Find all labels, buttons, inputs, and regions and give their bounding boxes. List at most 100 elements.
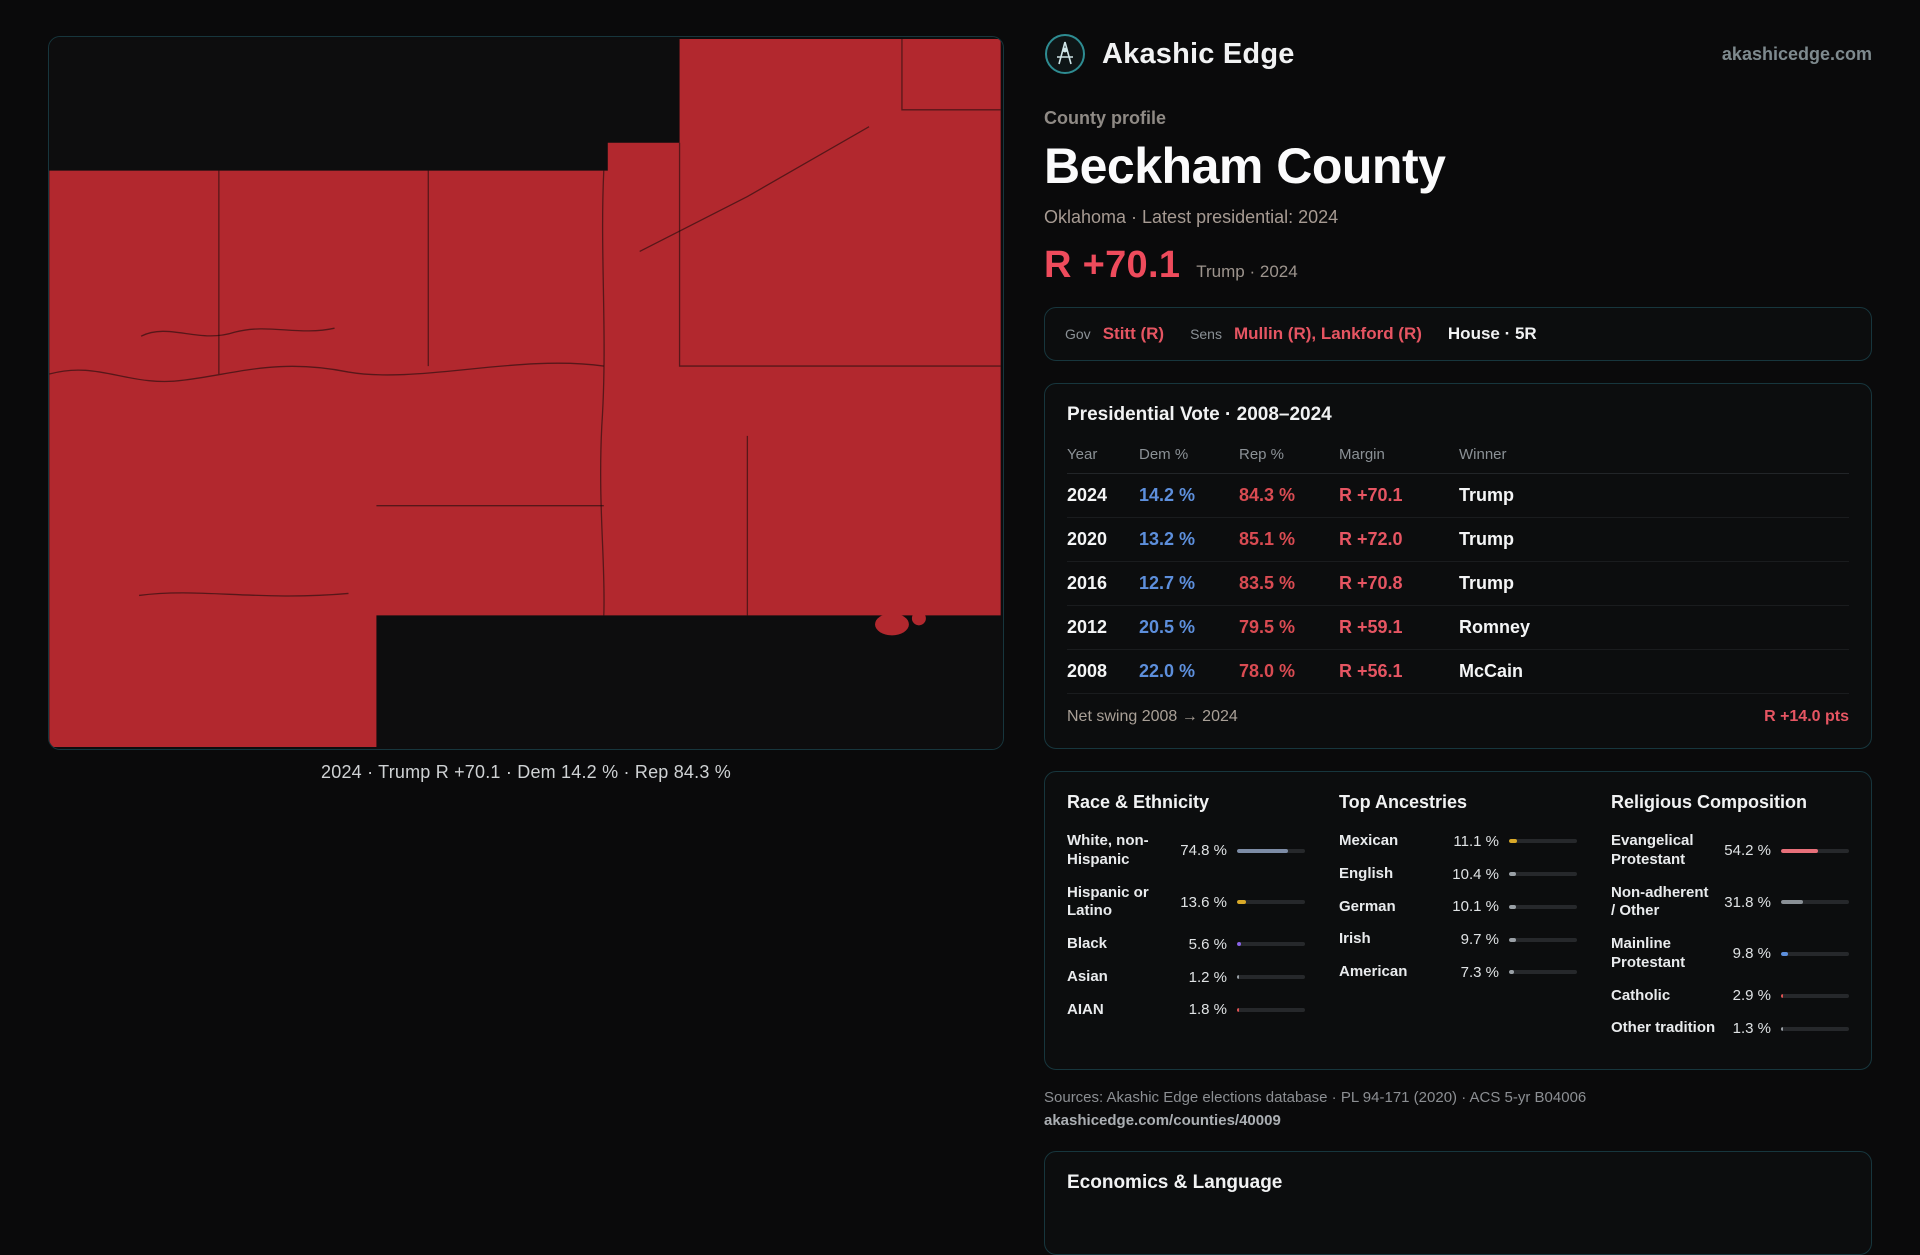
col-year: Year [1067,446,1098,463]
cell-winner: McCain [1459,661,1524,681]
demo-bar [1781,951,1849,956]
religious-composition-column: Religious Composition Evangelical Protes… [1611,792,1849,1045]
site-header: Akashic Edge akashicedge.com [1044,30,1872,78]
cell-year: 2024 [1067,485,1108,505]
demo-row: Asian 1.2 % [1067,961,1305,994]
headline-margin: R +70.1 Trump · 2024 [1044,244,1872,287]
table-row: 2024 14.2 % 84.3 % R +70.1 Trump [1067,474,1849,518]
demo-label: Evangelical Protestant [1611,832,1694,868]
demo-value: 1.2 % [1188,968,1227,986]
demo-value: 9.7 % [1460,931,1499,949]
house-delegation: House · 5R [1447,324,1537,343]
col-winner: Winner [1459,446,1507,463]
county-map-panel[interactable] [48,36,1004,750]
cell-rep: 79.5 % [1239,617,1296,637]
cell-winner: Trump [1459,485,1515,505]
demo-label: German [1339,897,1396,915]
demo-value: 2.9 % [1732,987,1771,1005]
demo-row: American 7.3 % [1339,956,1577,989]
presidential-vote-title: Presidential Vote · 2008–2024 [1067,404,1332,425]
demo-row: Non-adherent / Other 31.8 % [1611,877,1849,929]
brand-domain-link[interactable]: akashicedge.com [1721,43,1872,64]
sens-label: Sens [1190,326,1222,342]
demo-bar [1509,872,1577,877]
demo-label: English [1339,864,1394,882]
demo-label: Black [1067,935,1108,952]
demo-row: Mexican 11.1 % [1339,825,1577,858]
demo-label: Irish [1339,930,1371,948]
demo-value: 5.6 % [1188,935,1227,953]
cell-rep: 85.1 % [1239,529,1296,549]
demo-value: 31.8 % [1724,893,1771,911]
table-row: 2016 12.7 % 83.5 % R +70.8 Trump [1067,562,1849,606]
cell-winner: Trump [1459,573,1515,593]
cell-dem: 22.0 % [1139,661,1196,681]
demo-value: 1.3 % [1732,1020,1771,1038]
col-dem: Dem % [1139,446,1189,463]
cell-year: 2016 [1067,573,1108,593]
demo-row: Irish 9.7 % [1339,923,1577,956]
demo-value: 13.6 % [1180,893,1227,911]
demo-label: American [1339,963,1408,980]
col-rep: Rep % [1239,446,1285,463]
county-shape [49,38,1001,748]
religious-composition-title: Religious Composition [1611,792,1807,812]
demo-row: Mainline Protestant 9.8 % [1611,928,1849,980]
eyebrow-county-profile: County profile [1044,108,1166,128]
race-ethnicity-title: Race & Ethnicity [1067,792,1210,812]
cell-winner: Trump [1459,529,1515,549]
demo-bar [1509,839,1577,844]
table-row: 2008 22.0 % 78.0 % R +56.1 McCain [1067,650,1849,693]
county-subtitle: Oklahoma · Latest presidential: 2024 [1044,207,1339,227]
demo-bar [1509,970,1577,975]
demo-value: 10.4 % [1452,865,1499,883]
officials-strip: Gov Stitt (R) Sens Mullin (R), Lankford … [1044,307,1872,361]
demo-label: Hispanic or Latino [1067,883,1149,920]
demo-bar [1237,1007,1305,1012]
demo-row: Hispanic or Latino 13.6 % [1067,877,1305,929]
demo-value: 9.8 % [1732,945,1771,963]
brand-name: Akashic Edge [1102,37,1295,70]
presidential-vote-card: Presidential Vote · 2008–2024 Year Dem %… [1044,383,1872,749]
demo-bar [1237,942,1305,947]
cell-rep: 83.5 % [1239,573,1296,593]
akashic-edge-logo [1045,34,1085,74]
headline-margin-note: Trump · 2024 [1196,262,1298,281]
economics-language-card: Economics & Language [1044,1150,1872,1255]
demo-row: Evangelical Protestant 54.2 % [1611,825,1849,877]
cell-year: 2008 [1067,661,1108,681]
demo-bar [1509,904,1577,909]
presidential-vote-table: Year Dem % Rep % Margin Winner 2024 14.2… [1067,440,1849,693]
table-row: 2012 20.5 % 79.5 % R +59.1 Romney [1067,606,1849,650]
top-ancestries-column: Top Ancestries Mexican 11.1 % English 10… [1339,792,1577,1045]
demographics-card: Race & Ethnicity White, non-Hispanic 74.… [1044,771,1872,1070]
map-caption: 2024 · Trump R +70.1 · Dem 14.2 % · Rep … [321,762,731,782]
demo-label: Non-adherent / Other [1611,883,1709,920]
demo-row: Other tradition 1.3 % [1611,1012,1849,1045]
demo-value: 7.3 % [1460,963,1499,981]
sources-line: Sources: Akashic Edge elections database… [1044,1089,1587,1106]
demo-row: English 10.4 % [1339,858,1577,891]
cell-year: 2012 [1067,617,1108,637]
demo-bar [1237,975,1305,980]
demo-label: White, non-Hispanic [1067,832,1149,868]
precinct-boundaries [49,38,1001,616]
demo-row: AIAN 1.8 % [1067,994,1305,1027]
county-permalink[interactable]: akashicedge.com/counties/40009 [1044,1112,1281,1130]
demo-value: 74.8 % [1180,842,1227,860]
table-header-row: Year Dem % Rep % Margin Winner [1067,440,1849,474]
economics-language-title: Economics & Language [1067,1171,1283,1193]
demo-row: German 10.1 % [1339,891,1577,924]
gov-label: Gov [1065,326,1091,342]
gov-value: Stitt (R) [1102,324,1165,343]
demo-row: Black 5.6 % [1067,928,1305,961]
demo-label: AIAN [1067,1000,1104,1018]
map-outlier-blob-small [911,611,926,626]
cell-dem: 14.2 % [1139,485,1196,505]
sens-value: Mullin (R), Lankford (R) [1233,324,1422,343]
county-precinct-map[interactable] [49,37,1003,749]
demo-bar [1781,900,1849,905]
cell-winner: Romney [1459,617,1531,637]
demo-label: Asian [1067,967,1108,985]
net-swing-value: R +14.0 pts [1764,708,1849,725]
